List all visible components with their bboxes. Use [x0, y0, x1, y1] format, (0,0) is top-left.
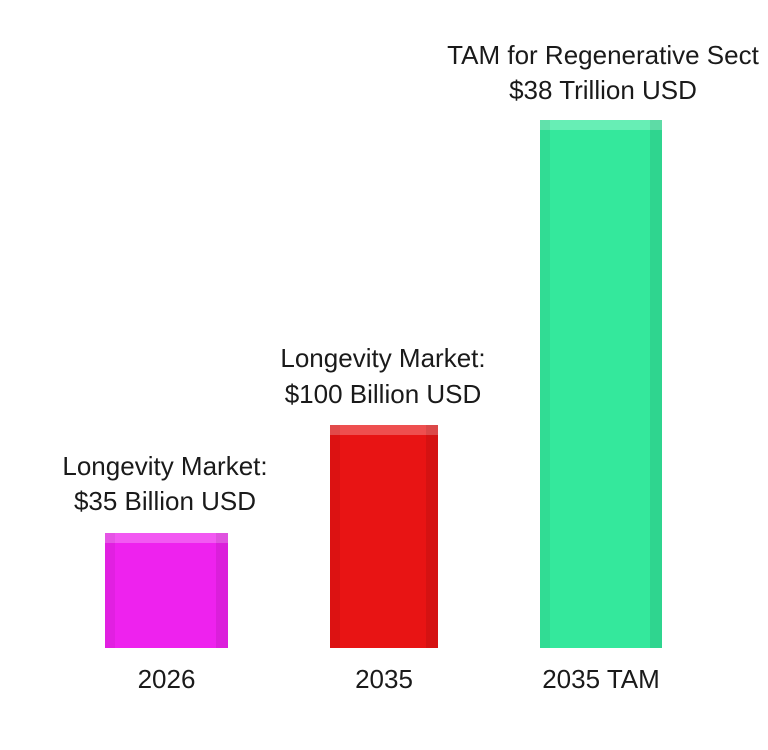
- bar-left-shade: [540, 120, 550, 648]
- bar-label: $100 Billion USD: [285, 379, 482, 409]
- category-label: 2035 TAM: [542, 664, 660, 694]
- bar-left-shade: [105, 533, 115, 648]
- bar-label: TAM for Regenerative Sect: [447, 40, 759, 70]
- bar-left-shade: [330, 425, 340, 648]
- bar-label: Longevity Market:: [280, 343, 485, 373]
- category-label: 2026: [138, 664, 196, 694]
- bar-side-shade: [650, 120, 662, 648]
- bar-label: $38 Trillion USD: [509, 75, 697, 105]
- bar-side-shade: [216, 533, 228, 648]
- bar: [330, 425, 438, 648]
- bar: [540, 120, 662, 648]
- bar-top-face: [105, 533, 228, 543]
- bar: [105, 533, 228, 648]
- category-label: 2035: [355, 664, 413, 694]
- bar-label: $35 Billion USD: [74, 486, 256, 516]
- bar-top-face: [540, 120, 662, 130]
- bar-top-face: [330, 425, 438, 435]
- bar-label: Longevity Market:: [62, 451, 267, 481]
- bar-side-shade: [426, 425, 438, 648]
